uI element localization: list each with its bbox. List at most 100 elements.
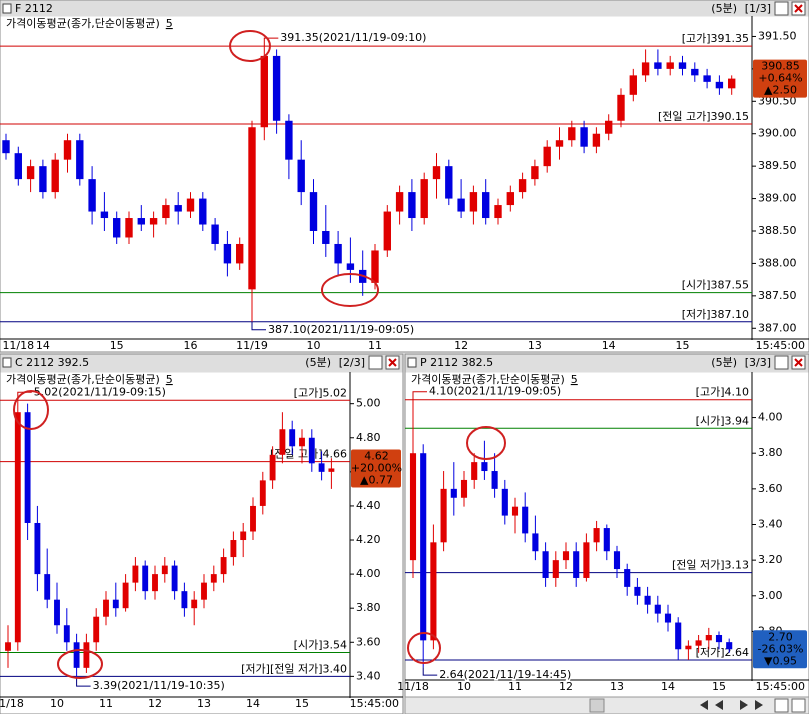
zoom-button[interactable] xyxy=(791,698,806,713)
annotation-arrow xyxy=(412,391,427,400)
candle-body xyxy=(24,412,31,523)
highlight-circle xyxy=(407,632,441,664)
candle-body xyxy=(634,586,641,596)
candle-body xyxy=(34,522,41,575)
candle-body xyxy=(430,542,437,641)
y-tick-label: 389.50 xyxy=(758,159,797,172)
price-badge-text: +20.00% xyxy=(351,461,402,474)
candle-body xyxy=(593,528,600,543)
candle-body xyxy=(186,198,195,212)
title-bar xyxy=(0,0,809,17)
candle-body xyxy=(705,635,712,641)
y-tick-label: 388.00 xyxy=(758,256,797,269)
candle-body xyxy=(491,471,498,489)
candle-body xyxy=(171,565,178,592)
candle-body xyxy=(469,192,478,212)
candle-body xyxy=(149,218,158,225)
x-tick-label: 10 xyxy=(457,680,471,693)
price-badge-text: ▲2.50 xyxy=(764,84,797,97)
annotation-arrow xyxy=(76,678,91,687)
chart-page: [2/3] xyxy=(339,356,365,369)
reference-label: [고가]391.35 xyxy=(682,32,749,45)
x-tick-label: 13 xyxy=(197,697,211,710)
price-badge-text: ▲0.77 xyxy=(360,473,393,486)
window-button[interactable] xyxy=(774,355,789,370)
candle-body xyxy=(624,569,631,587)
candle-body xyxy=(703,75,711,82)
candle-body xyxy=(259,480,266,506)
candle-body xyxy=(583,542,590,578)
scrollbar-thumb[interactable] xyxy=(589,698,605,713)
zoom-button[interactable] xyxy=(774,698,789,713)
y-tick-label: 4.40 xyxy=(356,499,381,512)
candle-body xyxy=(617,94,625,121)
candle-body xyxy=(113,218,121,238)
candle-body xyxy=(460,479,468,498)
candle-body xyxy=(603,528,610,552)
candle-body xyxy=(715,635,723,643)
x-tick-label: 10 xyxy=(50,697,64,710)
candle-body xyxy=(685,645,692,650)
candle-body xyxy=(562,551,570,561)
reference-label: [전일 고가]390.15 xyxy=(658,109,749,123)
window-button[interactable] xyxy=(368,355,383,370)
candle-body xyxy=(328,468,335,472)
candle-body xyxy=(450,488,457,498)
candle-body xyxy=(568,127,576,141)
x-tick-label: 14 xyxy=(661,680,675,693)
annotation: 391.35(2021/11/19-09:10) xyxy=(280,31,426,44)
candle-body xyxy=(318,463,325,472)
y-tick-label: 3.80 xyxy=(758,446,783,459)
reference-label: [저가][전일 저가]3.40 xyxy=(241,661,347,675)
y-tick-label: 389.00 xyxy=(758,192,797,205)
price-badge-text: +0.64% xyxy=(758,72,802,85)
x-tick-label: 14 xyxy=(36,339,50,352)
candle-body xyxy=(54,599,60,626)
candle-body xyxy=(211,224,219,244)
annotation-arrow xyxy=(251,321,266,331)
candle-body xyxy=(199,198,207,225)
indicator-name: 가격이동평균(종가,단순이동평균) xyxy=(6,17,160,30)
candle-body xyxy=(728,78,736,89)
candle-body xyxy=(395,192,404,212)
candle-body xyxy=(285,120,293,160)
scrollbar-track xyxy=(404,696,809,714)
y-tick-label: 3.80 xyxy=(356,601,381,614)
candle-body xyxy=(605,120,613,134)
candle-body xyxy=(532,533,539,552)
window-button[interactable] xyxy=(774,1,789,16)
title-icon xyxy=(2,357,12,368)
candle-body xyxy=(308,437,315,464)
y-tick-label: 387.50 xyxy=(758,289,797,302)
indicator-period: 5 xyxy=(571,373,578,386)
reference-label: [전일 저가]3.13 xyxy=(672,558,749,572)
candle-body xyxy=(279,429,286,455)
candle-body xyxy=(482,192,490,219)
candle-body xyxy=(695,640,702,646)
chart-panel: C 2112 392.5 (5분) [2/3] 가격이동평균(종가,단순이동평균) 5 3… xyxy=(0,353,404,714)
candle-body xyxy=(260,55,268,128)
x-tick-label: 12 xyxy=(454,339,468,352)
y-tick-label: 391.50 xyxy=(758,29,797,42)
candle-body xyxy=(14,412,21,643)
candle-body xyxy=(592,133,601,147)
price-badge xyxy=(351,449,401,488)
chart-page: [3/3] xyxy=(745,356,771,369)
scrollbar[interactable] xyxy=(404,696,809,714)
candle-body xyxy=(5,642,11,651)
y-tick-label: 387.00 xyxy=(758,321,797,334)
title-icon xyxy=(2,3,12,14)
candle-body xyxy=(191,599,198,609)
x-end-label: 15:45:00 xyxy=(756,339,805,352)
candle-body xyxy=(371,250,379,283)
panel-background xyxy=(0,353,404,714)
candle-body xyxy=(44,574,51,600)
candle-body xyxy=(457,198,465,212)
y-tick-label: 3.00 xyxy=(758,589,783,602)
candle-body xyxy=(201,582,207,600)
candle-body xyxy=(666,62,674,69)
y-tick-label: 4.80 xyxy=(356,431,381,444)
candle-body xyxy=(83,642,90,668)
candle-body xyxy=(223,243,232,264)
price-badge-text: -26.03% xyxy=(758,642,804,655)
